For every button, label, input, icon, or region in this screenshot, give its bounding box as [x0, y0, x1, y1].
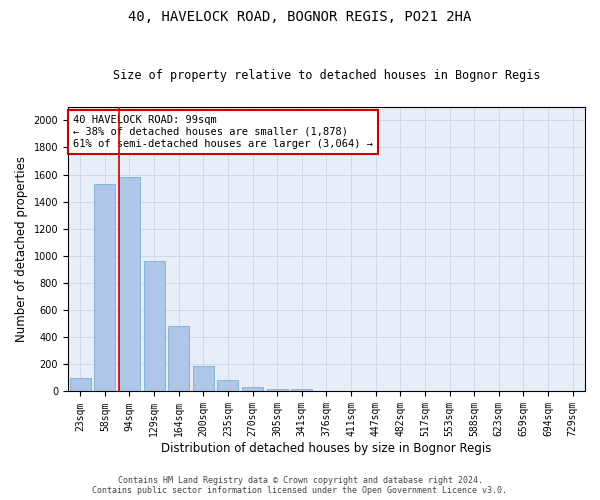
Y-axis label: Number of detached properties: Number of detached properties	[15, 156, 28, 342]
Text: 40, HAVELOCK ROAD, BOGNOR REGIS, PO21 2HA: 40, HAVELOCK ROAD, BOGNOR REGIS, PO21 2H…	[128, 10, 472, 24]
Bar	[94, 184, 115, 392]
Text: Contains HM Land Registry data © Crown copyright and database right 2024.
Contai: Contains HM Land Registry data © Crown c…	[92, 476, 508, 495]
Bar	[242, 386, 263, 392]
Bar	[193, 366, 214, 392]
Bar	[168, 326, 189, 392]
Bar	[217, 380, 238, 392]
Bar	[143, 262, 164, 392]
Bar	[70, 378, 91, 392]
Text: 40 HAVELOCK ROAD: 99sqm
← 38% of detached houses are smaller (1,878)
61% of semi: 40 HAVELOCK ROAD: 99sqm ← 38% of detache…	[73, 116, 373, 148]
Bar	[316, 391, 337, 392]
X-axis label: Distribution of detached houses by size in Bognor Regis: Distribution of detached houses by size …	[161, 442, 491, 455]
Bar	[119, 178, 140, 392]
Bar	[292, 390, 312, 392]
Bar	[267, 389, 287, 392]
Title: Size of property relative to detached houses in Bognor Regis: Size of property relative to detached ho…	[113, 69, 540, 82]
